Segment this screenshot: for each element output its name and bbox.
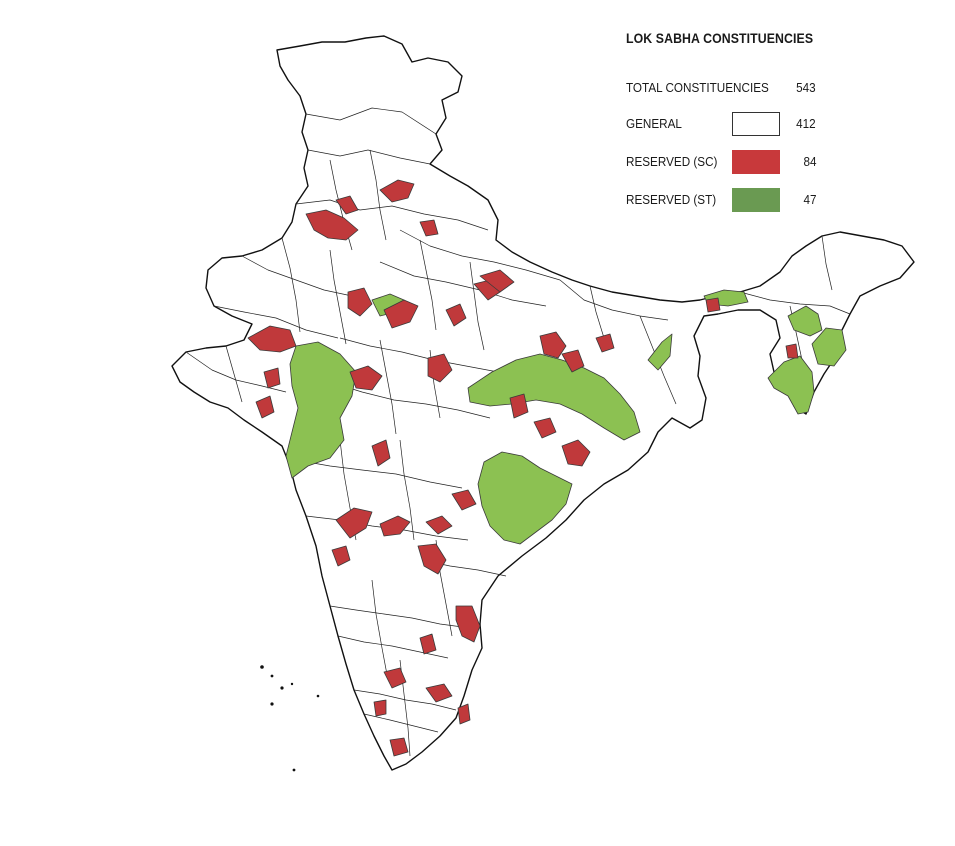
st-region-ne-3	[811, 327, 847, 367]
sc-region-6	[419, 219, 439, 237]
border-karnataka-3	[371, 579, 389, 681]
border-mp-1	[339, 337, 499, 373]
legend-label-sc: RESERVED (SC)	[626, 154, 718, 169]
legend-count-total: 543	[796, 80, 816, 95]
border-mp-3	[379, 339, 397, 435]
sc-region-24	[417, 543, 447, 575]
sc-region-33	[479, 269, 515, 293]
sc-region-22	[379, 515, 411, 537]
island-speck	[270, 674, 274, 678]
border-tn-1	[353, 689, 457, 711]
sc-region-3	[379, 179, 415, 203]
border-up-4	[469, 261, 485, 351]
legend-swatch-st	[732, 188, 780, 212]
sc-region-17	[533, 417, 557, 439]
sc-region-1	[305, 209, 359, 241]
sc-region-12	[349, 365, 383, 391]
border-maharashtra-4	[399, 439, 415, 541]
st-region-ne-1	[767, 355, 815, 415]
sc-region-34	[595, 333, 615, 353]
border-ne-1	[739, 291, 851, 315]
legend-row-general: GENERAL 412	[626, 112, 816, 136]
border-ne-3	[821, 235, 833, 291]
sc-constituencies	[247, 179, 799, 757]
sc-region-31	[373, 699, 387, 717]
legend-count-sc: 84	[802, 154, 816, 169]
legend: LOK SABHA CONSTITUENCIES TOTAL CONSTITUE…	[626, 28, 826, 212]
island-speck	[280, 686, 284, 690]
sc-region-36	[785, 343, 799, 359]
legend-row-total: TOTAL CONSTITUENCIES 543	[626, 76, 816, 100]
st-region-gujarat-mp	[285, 341, 357, 479]
border-maharashtra-1	[295, 459, 463, 489]
sc-region-7	[445, 303, 467, 327]
border-rajasthan-1	[241, 255, 353, 297]
legend-label-total: TOTAL CONSTITUENCIES	[626, 80, 769, 95]
sc-region-2	[335, 195, 359, 215]
island-speck	[260, 665, 264, 669]
legend-count-st: 47	[802, 192, 816, 207]
sc-region-18	[561, 439, 591, 467]
sc-region-16	[509, 393, 529, 419]
border-up-3	[419, 239, 437, 331]
border-up-1	[399, 229, 561, 281]
sc-region-28	[383, 667, 407, 689]
st-region-odisha-chhattisgarh	[477, 451, 573, 545]
sc-region-29	[425, 683, 453, 703]
border-up-2	[379, 261, 547, 307]
st-region-ne-2	[787, 305, 823, 337]
sc-region-9	[247, 325, 297, 353]
border-north	[305, 107, 437, 135]
border-bihar-2	[589, 285, 605, 339]
legend-swatch-sc	[732, 150, 780, 174]
sc-region-14	[539, 331, 567, 359]
country-outline	[171, 35, 915, 771]
sc-region-26	[455, 605, 481, 643]
sc-region-5	[383, 299, 419, 329]
sc-region-25	[331, 545, 351, 567]
legend-row-sc: RESERVED (SC) 84	[626, 150, 816, 174]
sc-region-15	[561, 349, 585, 373]
sc-region-4	[347, 287, 373, 317]
border-karnataka-1	[329, 605, 471, 629]
sc-region-35	[705, 297, 721, 313]
border-rajasthan-3	[281, 237, 301, 333]
legend-label-st: RESERVED (ST)	[626, 192, 717, 207]
sc-region-19	[371, 439, 391, 467]
border-rajasthan-2	[213, 305, 339, 339]
sc-region-23	[425, 515, 453, 535]
sc-region-10	[263, 367, 281, 389]
legend-swatch-general	[732, 112, 780, 136]
border-tn-2	[363, 713, 439, 733]
st-constituencies	[285, 289, 847, 545]
sc-region-11	[255, 395, 275, 419]
island-speck	[316, 694, 320, 698]
border-bihar-1	[559, 279, 669, 321]
border-north-2	[307, 149, 431, 165]
island-speck	[270, 702, 274, 706]
legend-label-general: GENERAL	[626, 116, 682, 131]
border-gujarat-2	[225, 345, 243, 403]
border-mp-2	[329, 381, 491, 419]
legend-title: LOK SABHA CONSTITUENCIES	[626, 30, 814, 46]
sc-region-32	[389, 737, 409, 757]
sc-region-30	[457, 703, 471, 725]
sc-region-20	[451, 489, 477, 511]
border-haryana	[369, 149, 387, 241]
islands	[260, 665, 320, 772]
sc-region-27	[419, 633, 437, 655]
border-rajasthan-4	[329, 249, 347, 345]
border-north-3	[295, 199, 489, 231]
st-region-bengal	[647, 333, 673, 371]
island-speck	[292, 768, 296, 772]
island-speck	[290, 682, 294, 686]
sc-region-13	[427, 353, 453, 383]
legend-count-general: 412	[796, 116, 816, 131]
legend-row-st: RESERVED (ST) 47	[626, 188, 816, 212]
border-karnataka-2	[337, 635, 449, 659]
mainland-outline	[171, 35, 915, 771]
sc-region-21	[335, 507, 373, 539]
